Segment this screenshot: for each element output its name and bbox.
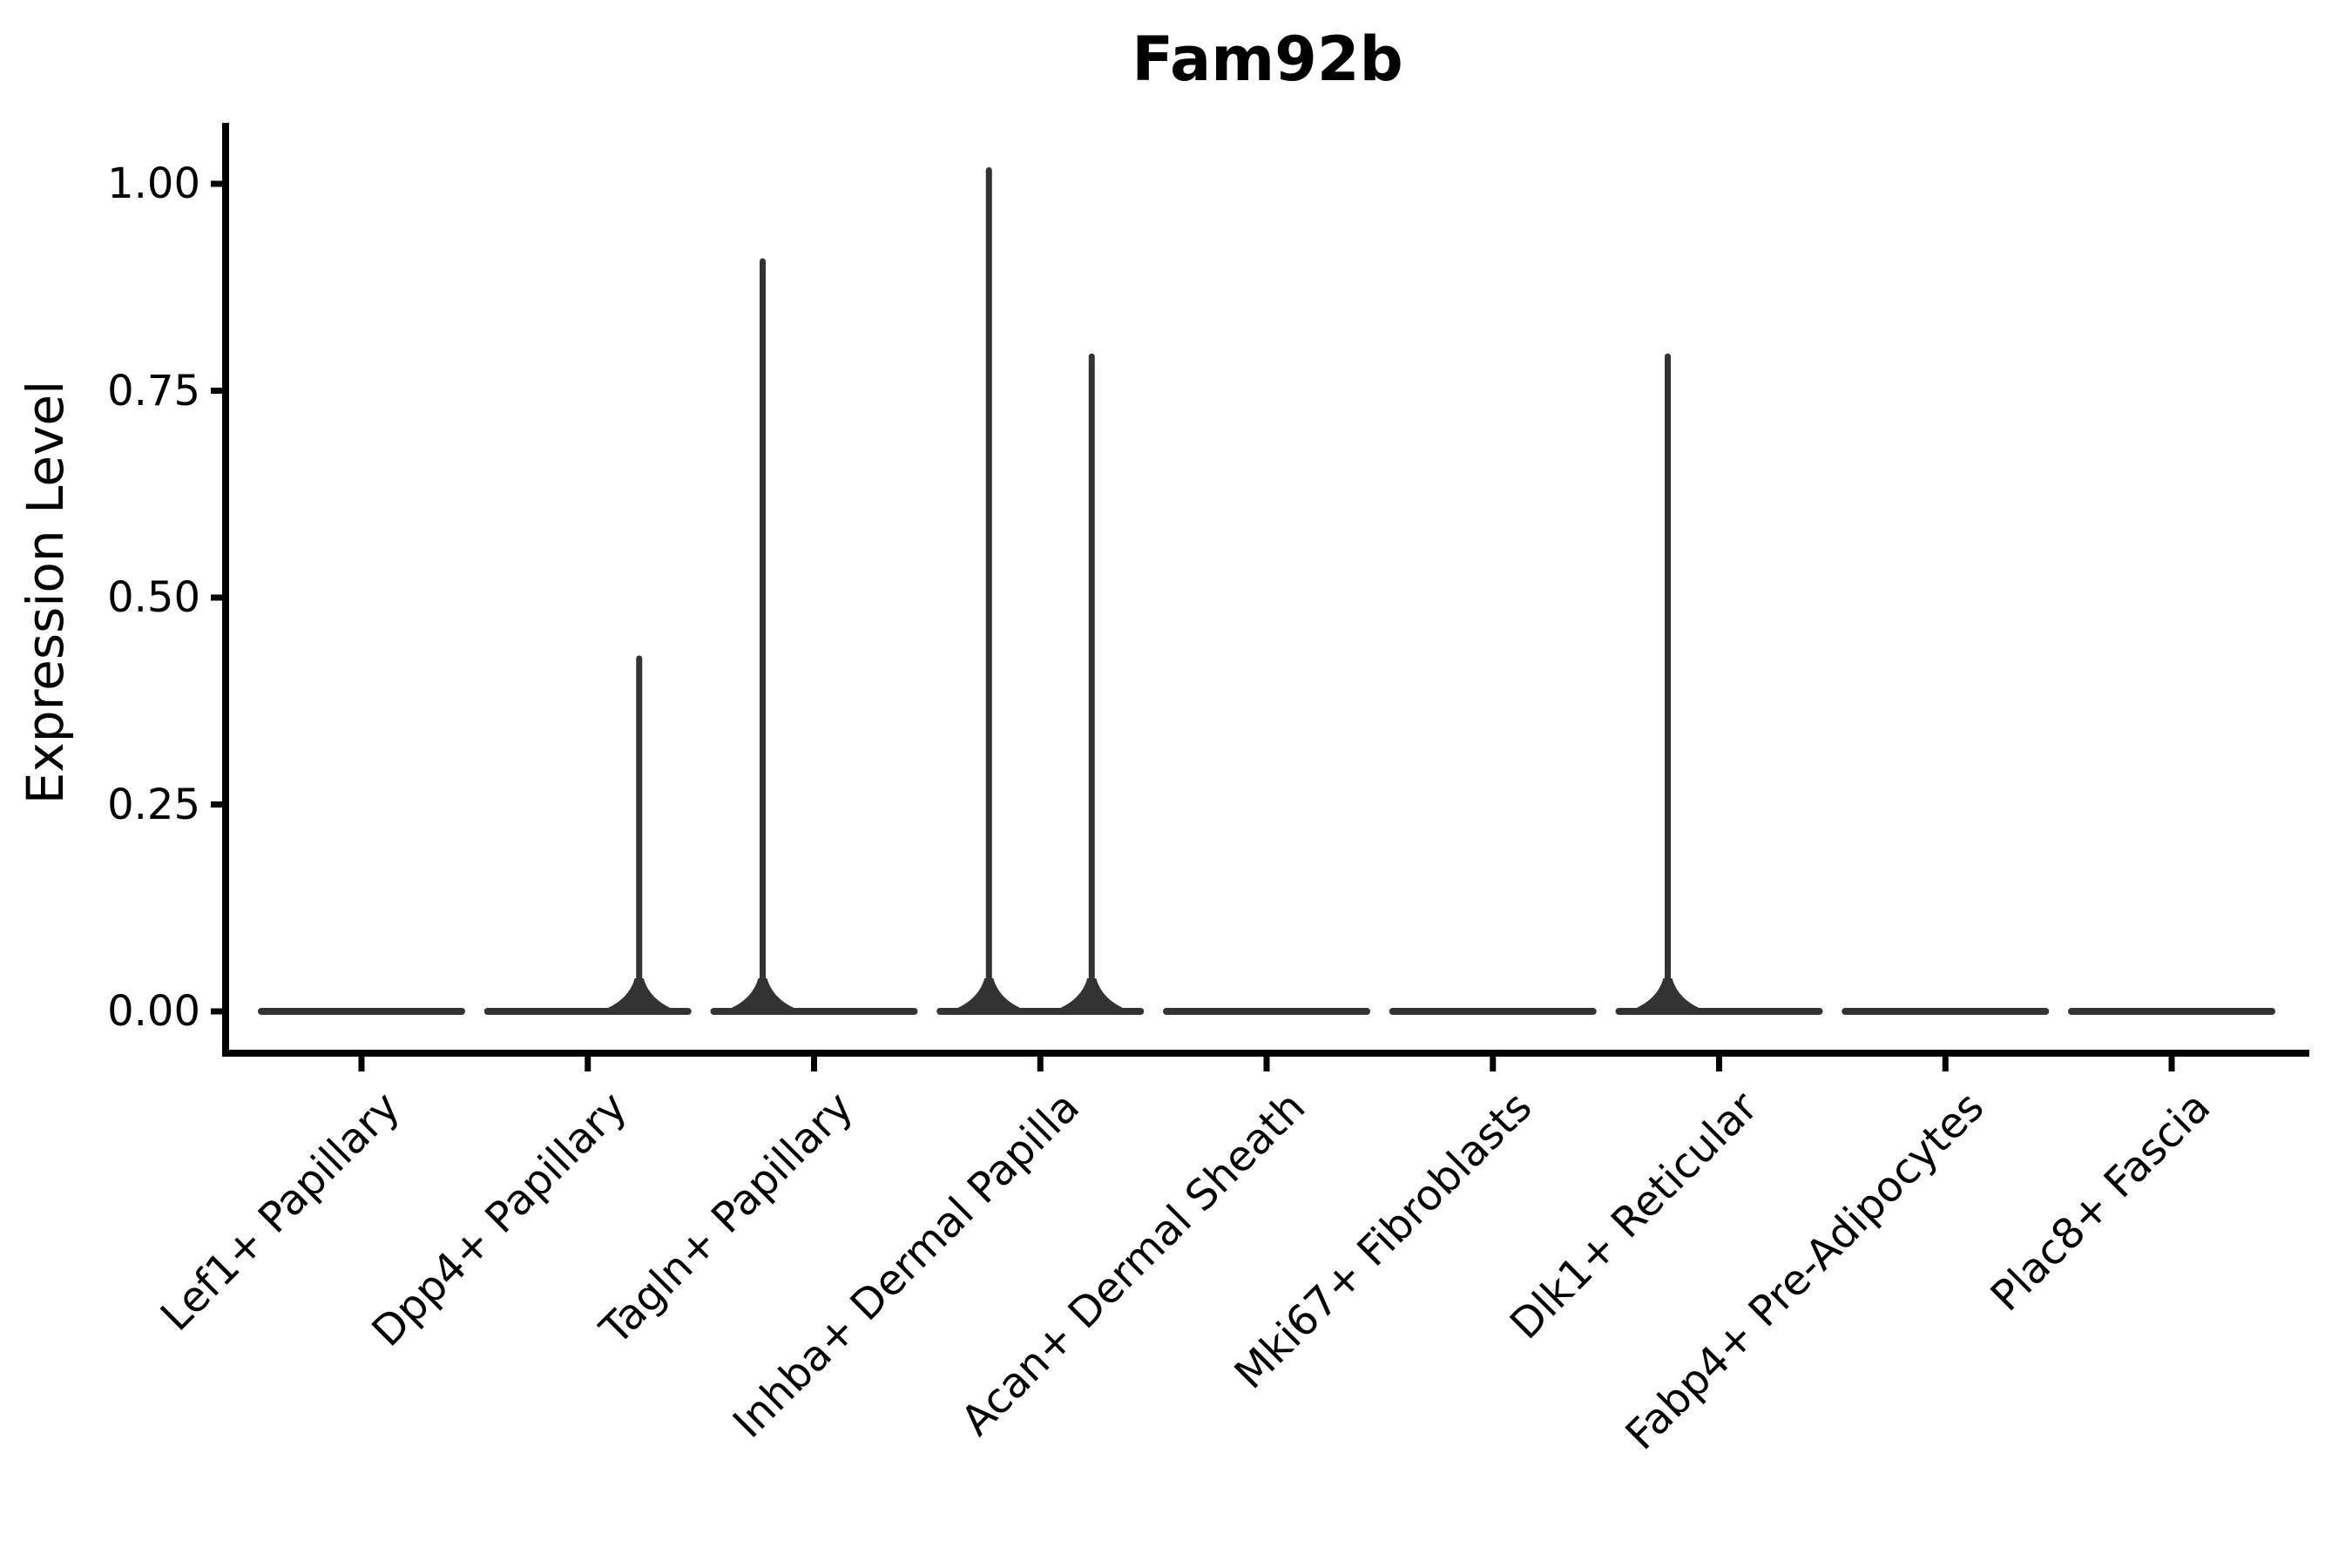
- y-tick-label: 0.25: [107, 780, 200, 829]
- y-tick-label: 0.75: [107, 366, 200, 416]
- violin-body: [258, 1008, 465, 1015]
- y-tick-label: 0.50: [107, 573, 200, 622]
- violin-spike: [985, 167, 992, 1013]
- y-tick-label: 0.00: [107, 987, 200, 1036]
- violin-body: [1842, 1008, 2050, 1015]
- violin-body: [1389, 1008, 1597, 1015]
- violin-spike: [1665, 353, 1671, 1013]
- violin-body: [2068, 1008, 2275, 1015]
- violin-spike: [636, 655, 643, 1013]
- violin-spike: [1088, 353, 1095, 1013]
- chart-title: Fam92b: [1132, 24, 1403, 95]
- y-tick-label: 1.00: [107, 159, 200, 208]
- violin-body: [1163, 1008, 1370, 1015]
- violin-spike: [760, 258, 766, 1013]
